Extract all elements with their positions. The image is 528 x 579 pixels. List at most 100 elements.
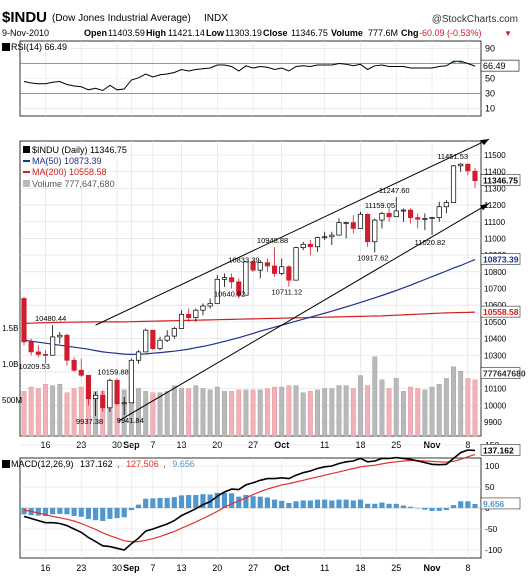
symbol-legend-icon bbox=[23, 146, 30, 153]
candle-body bbox=[164, 335, 170, 341]
candle-body bbox=[443, 202, 449, 208]
volume-bar bbox=[436, 383, 442, 437]
candle-body bbox=[307, 243, 313, 248]
brand-label: @StockCharts.com bbox=[432, 14, 518, 25]
macd-hist-bar bbox=[372, 503, 378, 508]
price-tick-label: 11400 bbox=[484, 168, 506, 177]
price-annotation: 10917.62 bbox=[357, 253, 388, 262]
macd-hist-bar bbox=[143, 498, 149, 508]
candle-body bbox=[279, 266, 285, 274]
macd-hist-bar bbox=[64, 508, 70, 515]
candle-body bbox=[107, 379, 113, 409]
trend-channel bbox=[95, 138, 490, 422]
candle-body bbox=[450, 165, 457, 203]
macd-hist-bar bbox=[100, 508, 106, 522]
candle-body bbox=[229, 277, 235, 283]
volume-bar bbox=[50, 385, 56, 437]
rsi-panel: RSI(14) 66.49 9070503010 66.49 bbox=[2, 40, 520, 117]
price-annotation: 10833.39 bbox=[228, 255, 259, 264]
candle-body bbox=[114, 379, 120, 404]
macd-legend-icon bbox=[2, 460, 10, 468]
price-tick-label: 11100 bbox=[484, 218, 506, 227]
volume-bar bbox=[272, 386, 277, 437]
candle-body bbox=[171, 328, 177, 337]
macd-hist-bar bbox=[286, 502, 292, 508]
volume-bar bbox=[451, 366, 456, 437]
candle-body bbox=[393, 210, 399, 218]
candle-body bbox=[214, 278, 220, 304]
ma200-tag-text: 10558.58 bbox=[483, 307, 519, 317]
volume-bar bbox=[78, 386, 84, 437]
volume-tick-label: 500M bbox=[2, 396, 22, 405]
candle-body bbox=[365, 213, 371, 243]
hist-label-value: 9.656 bbox=[172, 459, 195, 469]
hist-tag-text: 9.656 bbox=[483, 499, 505, 509]
symbol-title: $INDU bbox=[2, 9, 47, 26]
candle-body bbox=[314, 237, 321, 248]
volume-bar bbox=[207, 389, 213, 437]
chg-label: Chg bbox=[401, 28, 419, 38]
candle-body bbox=[243, 261, 249, 296]
macd-hist-bar bbox=[250, 496, 256, 508]
macd-hist-bar bbox=[193, 494, 199, 508]
macd-hist-bar bbox=[243, 494, 249, 508]
macd-hist-bar bbox=[229, 493, 235, 508]
low-label: Low bbox=[206, 28, 225, 38]
volume-tick-label: 1.0B bbox=[2, 360, 18, 369]
x-axis-bottom: 16 23 30 Sep 7 13 20 27 Oct 11 18 25 Nov 8 bbox=[40, 563, 470, 573]
volume-bar bbox=[179, 388, 184, 437]
candle-body bbox=[236, 281, 242, 296]
volume-bar bbox=[43, 383, 48, 437]
macd-hist-bar bbox=[157, 497, 163, 508]
price-annotation: 11020.82 bbox=[415, 238, 446, 247]
volume-bar bbox=[28, 386, 34, 437]
candle-body bbox=[257, 262, 263, 271]
macd-hist-bar bbox=[472, 503, 478, 508]
macd-label: MACD(12,26,9) 137.162 , 127.506 , 9.656 bbox=[11, 459, 195, 469]
x-tick-label: 11 bbox=[320, 563, 329, 573]
lower-arrowhead bbox=[480, 203, 489, 211]
candle-body bbox=[28, 341, 34, 353]
candle-body bbox=[221, 277, 228, 280]
macd-hist-bar bbox=[85, 508, 92, 519]
x-tick-label: 7 bbox=[150, 563, 155, 573]
high-value: 11421.14 bbox=[168, 28, 205, 38]
volume-tag-text: 777647680 bbox=[483, 369, 526, 379]
x-tick-label: 20 bbox=[212, 563, 222, 573]
macd-value-tags: 137.162 9.656 bbox=[480, 444, 521, 510]
volume-value: 777.6M bbox=[368, 28, 398, 38]
volume-bar bbox=[143, 391, 149, 437]
macd-hist-bar bbox=[279, 500, 285, 508]
open-value: 11403.59 bbox=[108, 28, 145, 38]
candle-body bbox=[472, 170, 478, 182]
macd-hist-bar bbox=[107, 508, 113, 519]
x-tick-label: Sep bbox=[123, 563, 140, 573]
macd-hist-bar bbox=[21, 508, 27, 515]
rsi-value-tag bbox=[480, 59, 520, 72]
macd-hist-bar bbox=[121, 508, 127, 518]
candle-body bbox=[271, 265, 278, 274]
ma50-tag-box bbox=[480, 253, 521, 265]
macd-hist-bar bbox=[257, 496, 263, 508]
candle-body bbox=[372, 219, 378, 243]
rsi-value-tag-text: 66.49 bbox=[483, 61, 506, 71]
macd-hist-bar bbox=[379, 502, 385, 508]
macd-hist-bar bbox=[264, 497, 270, 508]
macd-tick-label: -100 bbox=[485, 545, 502, 555]
volume-bar bbox=[222, 391, 227, 437]
macd-hist-bar bbox=[429, 508, 435, 511]
signal-label-value: 127.506 bbox=[126, 459, 159, 469]
x-tick-label: Oct bbox=[274, 563, 289, 573]
price-tick-label: 11500 bbox=[484, 151, 506, 160]
close-label: Close bbox=[263, 28, 288, 38]
price-annotation: 10159.88 bbox=[97, 368, 128, 377]
macd-hist-bar bbox=[386, 503, 392, 508]
legend-ma50: MA(50) 10873.39 bbox=[32, 156, 102, 166]
volume-bar bbox=[443, 378, 449, 437]
rsi-tick-label: 10 bbox=[485, 104, 495, 114]
candle-body bbox=[143, 329, 149, 353]
macd-panel: MACD(12,26,9) 137.162 , 127.506 , 9.656 … bbox=[2, 440, 521, 559]
macd-label-value: 137.162 bbox=[80, 459, 113, 469]
price-axis: 1150011400113001120011100110001090010800… bbox=[484, 151, 507, 427]
